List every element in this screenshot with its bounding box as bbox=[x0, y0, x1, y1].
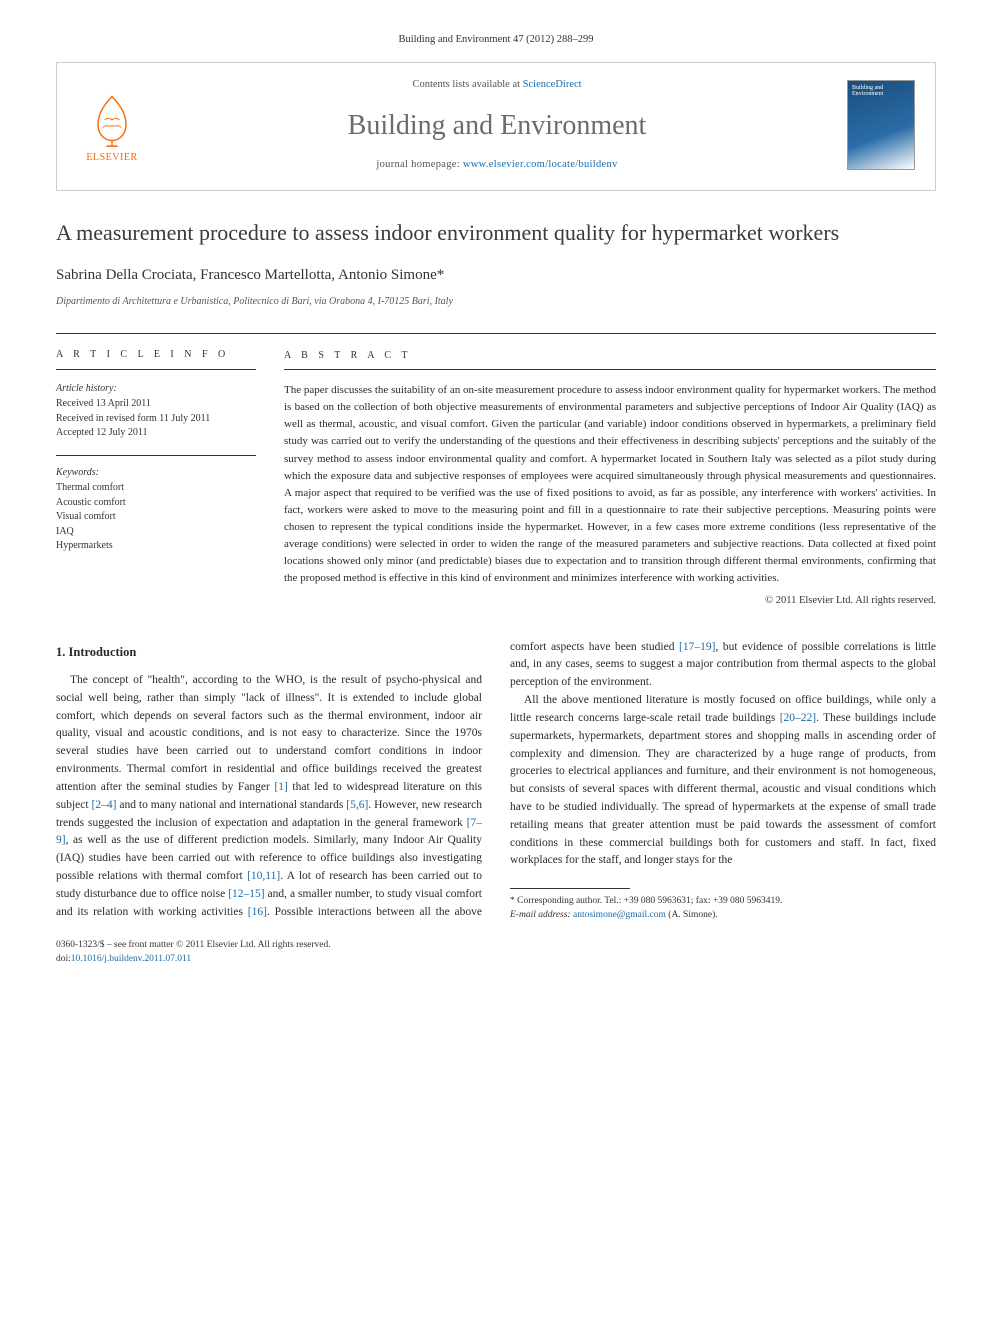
homepage-prefix: journal homepage: bbox=[376, 159, 462, 170]
intro-paragraph-2: All the above mentioned literature is mo… bbox=[510, 692, 936, 870]
history-received: Received 13 April 2011 bbox=[56, 397, 256, 412]
doi-link[interactable]: 10.1016/j.buildenv.2011.07.011 bbox=[71, 954, 191, 964]
doi-line: doi:10.1016/j.buildenv.2011.07.011 bbox=[56, 952, 331, 966]
ref-link[interactable]: [17–19] bbox=[679, 641, 715, 653]
front-matter-line: 0360-1323/$ – see front matter © 2011 El… bbox=[56, 938, 331, 952]
header-center: Contents lists available at ScienceDirec… bbox=[163, 77, 831, 173]
authors-line: Sabrina Della Crociata, Francesco Martel… bbox=[56, 264, 936, 287]
text: and to many national and international s… bbox=[116, 799, 346, 811]
corresponding-author-note: * Corresponding author. Tel.: +39 080 59… bbox=[510, 895, 936, 908]
text: with thermal comfort bbox=[142, 870, 247, 882]
keyword: Thermal comfort bbox=[56, 481, 256, 496]
article-info-label: A R T I C L E I N F O bbox=[56, 348, 256, 370]
abstract-text: The paper discusses the suitability of a… bbox=[284, 382, 936, 587]
footnote-rule bbox=[510, 888, 630, 889]
keywords-block: Keywords: Thermal comfort Acoustic comfo… bbox=[56, 455, 256, 554]
info-abstract-row: A R T I C L E I N F O Article history: R… bbox=[56, 333, 936, 608]
keyword: Acoustic comfort bbox=[56, 496, 256, 511]
history-revised: Received in revised form 11 July 2011 bbox=[56, 412, 256, 427]
keyword: IAQ bbox=[56, 525, 256, 540]
keyword: Visual comfort bbox=[56, 510, 256, 525]
homepage-line: journal homepage: www.elsevier.com/locat… bbox=[163, 157, 831, 173]
corresponding-mark: * bbox=[437, 267, 445, 283]
article-info-column: A R T I C L E I N F O Article history: R… bbox=[56, 348, 256, 608]
email-link[interactable]: antosimone@gmail.com bbox=[573, 910, 666, 920]
text: . These buildings include supermarkets, … bbox=[510, 712, 936, 867]
keywords-label: Keywords: bbox=[56, 466, 256, 481]
abstract-label: A B S T R A C T bbox=[284, 348, 936, 370]
keyword: Hypermarkets bbox=[56, 539, 256, 554]
contents-available-line: Contents lists available at ScienceDirec… bbox=[163, 77, 831, 93]
body-two-columns: 1. Introduction The concept of "health",… bbox=[56, 639, 936, 922]
journal-header-box: ELSEVIER Contents lists available at Sci… bbox=[56, 62, 936, 192]
abstract-column: A B S T R A C T The paper discusses the … bbox=[284, 348, 936, 608]
ref-link[interactable]: [12–15] bbox=[228, 888, 264, 900]
ref-link[interactable]: [5,6] bbox=[346, 799, 368, 811]
affiliation: Dipartimento di Architettura e Urbanisti… bbox=[56, 294, 936, 309]
email-suffix: (A. Simone). bbox=[666, 910, 718, 920]
homepage-link[interactable]: www.elsevier.com/locate/buildenv bbox=[463, 159, 618, 170]
ref-link[interactable]: [20–22] bbox=[780, 712, 816, 724]
ref-link[interactable]: [16] bbox=[248, 906, 267, 918]
email-label: E-mail address: bbox=[510, 910, 573, 920]
history-label: Article history: bbox=[56, 382, 256, 397]
email-line: E-mail address: antosimone@gmail.com (A.… bbox=[510, 909, 936, 922]
ref-link[interactable]: [2–4] bbox=[92, 799, 117, 811]
history-accepted: Accepted 12 July 2011 bbox=[56, 426, 256, 441]
citation-line: Building and Environment 47 (2012) 288–2… bbox=[56, 32, 936, 48]
ref-link[interactable]: [10,11] bbox=[247, 870, 280, 882]
elsevier-tree-icon bbox=[84, 92, 140, 148]
intro-heading: 1. Introduction bbox=[56, 643, 482, 662]
abstract-copyright: © 2011 Elsevier Ltd. All rights reserved… bbox=[284, 593, 936, 609]
authors-names: Sabrina Della Crociata, Francesco Martel… bbox=[56, 267, 437, 283]
sciencedirect-link[interactable]: ScienceDirect bbox=[523, 79, 582, 90]
text: The concept of "health", according to th… bbox=[56, 674, 482, 793]
ref-link[interactable]: [1] bbox=[274, 781, 287, 793]
bottom-left: 0360-1323/$ – see front matter © 2011 El… bbox=[56, 938, 331, 967]
footnote-block: * Corresponding author. Tel.: +39 080 59… bbox=[510, 888, 936, 922]
article-title: A measurement procedure to assess indoor… bbox=[56, 219, 936, 248]
doi-prefix: doi: bbox=[56, 954, 71, 964]
elsevier-logo: ELSEVIER bbox=[77, 85, 147, 165]
elsevier-wordmark: ELSEVIER bbox=[86, 150, 137, 165]
journal-cover-thumb: Building and Environment bbox=[847, 80, 915, 170]
cover-thumb-label: Building and Environment bbox=[852, 85, 910, 98]
bottom-bar: 0360-1323/$ – see front matter © 2011 El… bbox=[56, 938, 936, 967]
journal-name: Building and Environment bbox=[163, 105, 831, 147]
history-block: Article history: Received 13 April 2011 … bbox=[56, 382, 256, 441]
contents-prefix: Contents lists available at bbox=[412, 79, 522, 90]
